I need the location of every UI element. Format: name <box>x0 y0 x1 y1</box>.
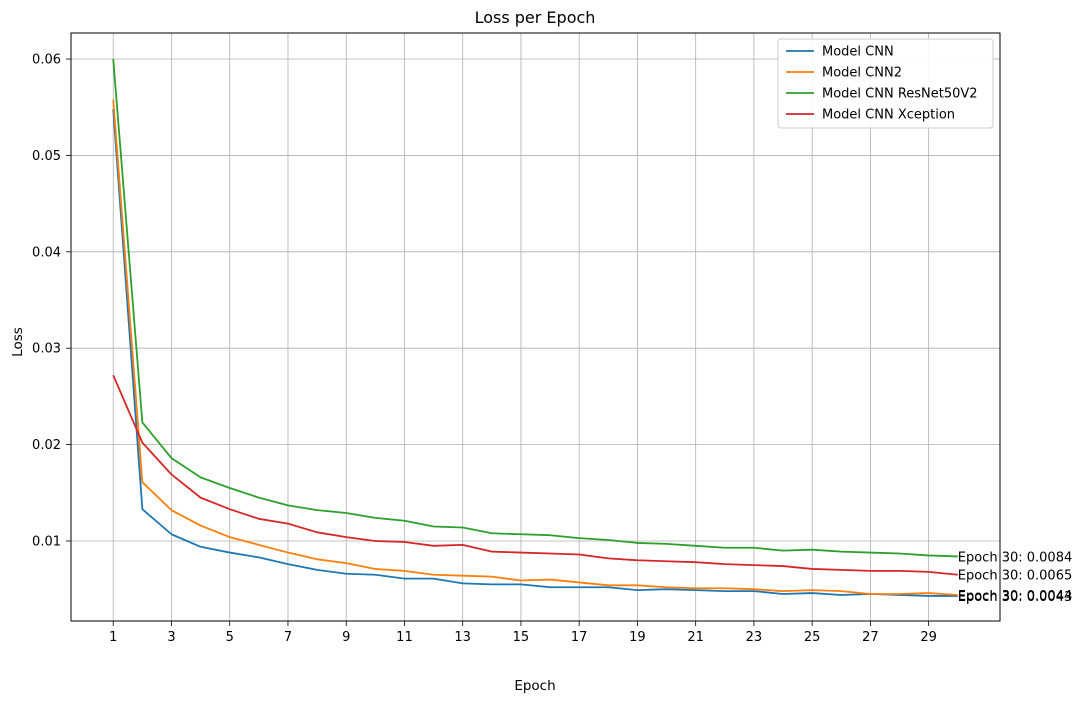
legend-label: Model CNN ResNet50V2 <box>822 87 978 102</box>
x-tick-label: 23 <box>746 630 763 645</box>
axis-ticks: 1 3 5 7 9 11 13 15 17 19 21 23 25 27 290.010.020.030.0… <box>32 53 937 645</box>
series-line-3 <box>112 374 958 576</box>
endpoint-annotation: Epoch 30: 0.0043 <box>958 590 1072 605</box>
x-tick-label: 27 <box>862 630 879 645</box>
y-tick-label: 0.03 <box>32 342 61 357</box>
legend-label: Model CNN <box>822 45 894 60</box>
y-tick-label: 0.04 <box>32 245 61 260</box>
x-tick-label: 5 <box>226 630 234 645</box>
legend-label: Model CNN2 <box>822 66 902 81</box>
x-tick-label: 7 <box>284 630 292 645</box>
y-axis-label: Loss <box>10 327 26 357</box>
y-tick-label: 0.02 <box>32 438 61 453</box>
legend-label: Model CNN Xception <box>822 108 955 123</box>
x-tick-label: 9 <box>342 630 350 645</box>
x-tick-label: 11 <box>396 630 413 645</box>
x-tick-label: 15 <box>513 630 530 645</box>
y-tick-label: 0.05 <box>32 149 61 164</box>
x-tick-label: 13 <box>454 630 471 645</box>
legend: Model CNN Model CNN2 Model CNN ResNet50V2 M… <box>777 38 994 129</box>
y-tick-label: 0.01 <box>32 534 61 549</box>
series-line-1 <box>112 99 958 596</box>
x-tick-label: 3 <box>167 630 175 645</box>
series-line-0 <box>112 109 958 597</box>
endpoint-annotation: Epoch 30: 0.0065 <box>958 569 1072 584</box>
x-tick-label: 1 <box>109 630 117 645</box>
x-tick-label: 19 <box>629 630 646 645</box>
y-tick-label: 0.06 <box>32 53 61 68</box>
chart-title: Loss per Epoch <box>475 8 596 27</box>
endpoint-annotation: Epoch 30: 0.0084 <box>958 550 1072 565</box>
series-lines <box>112 58 958 597</box>
x-tick-label: 17 <box>571 630 588 645</box>
grid <box>71 33 1000 621</box>
annotations: Epoch 30: 0.0084 Epoch 30: 0.0065 Epoch 30… <box>958 550 1072 605</box>
x-tick-label: 25 <box>804 630 821 645</box>
x-tick-label: 21 <box>687 630 704 645</box>
legend-box <box>777 38 994 129</box>
series-line-2 <box>112 58 958 558</box>
plot-frame <box>70 32 1001 622</box>
x-axis-label: Epoch <box>514 678 555 694</box>
endpoint-annotation: Epoch 30: 0.0044 <box>958 589 1072 604</box>
x-tick-label: 29 <box>920 630 937 645</box>
